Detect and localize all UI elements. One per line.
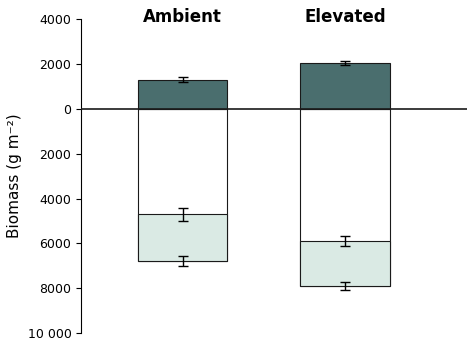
Bar bbox=[138, 80, 228, 109]
Bar bbox=[301, 63, 390, 109]
Bar bbox=[301, 109, 390, 286]
Bar bbox=[301, 241, 390, 286]
Bar bbox=[138, 214, 228, 261]
Text: Elevated: Elevated bbox=[304, 8, 386, 26]
Text: Ambient: Ambient bbox=[143, 8, 222, 26]
Y-axis label: Biomass (g m⁻²): Biomass (g m⁻²) bbox=[7, 114, 22, 238]
Bar bbox=[138, 109, 228, 261]
